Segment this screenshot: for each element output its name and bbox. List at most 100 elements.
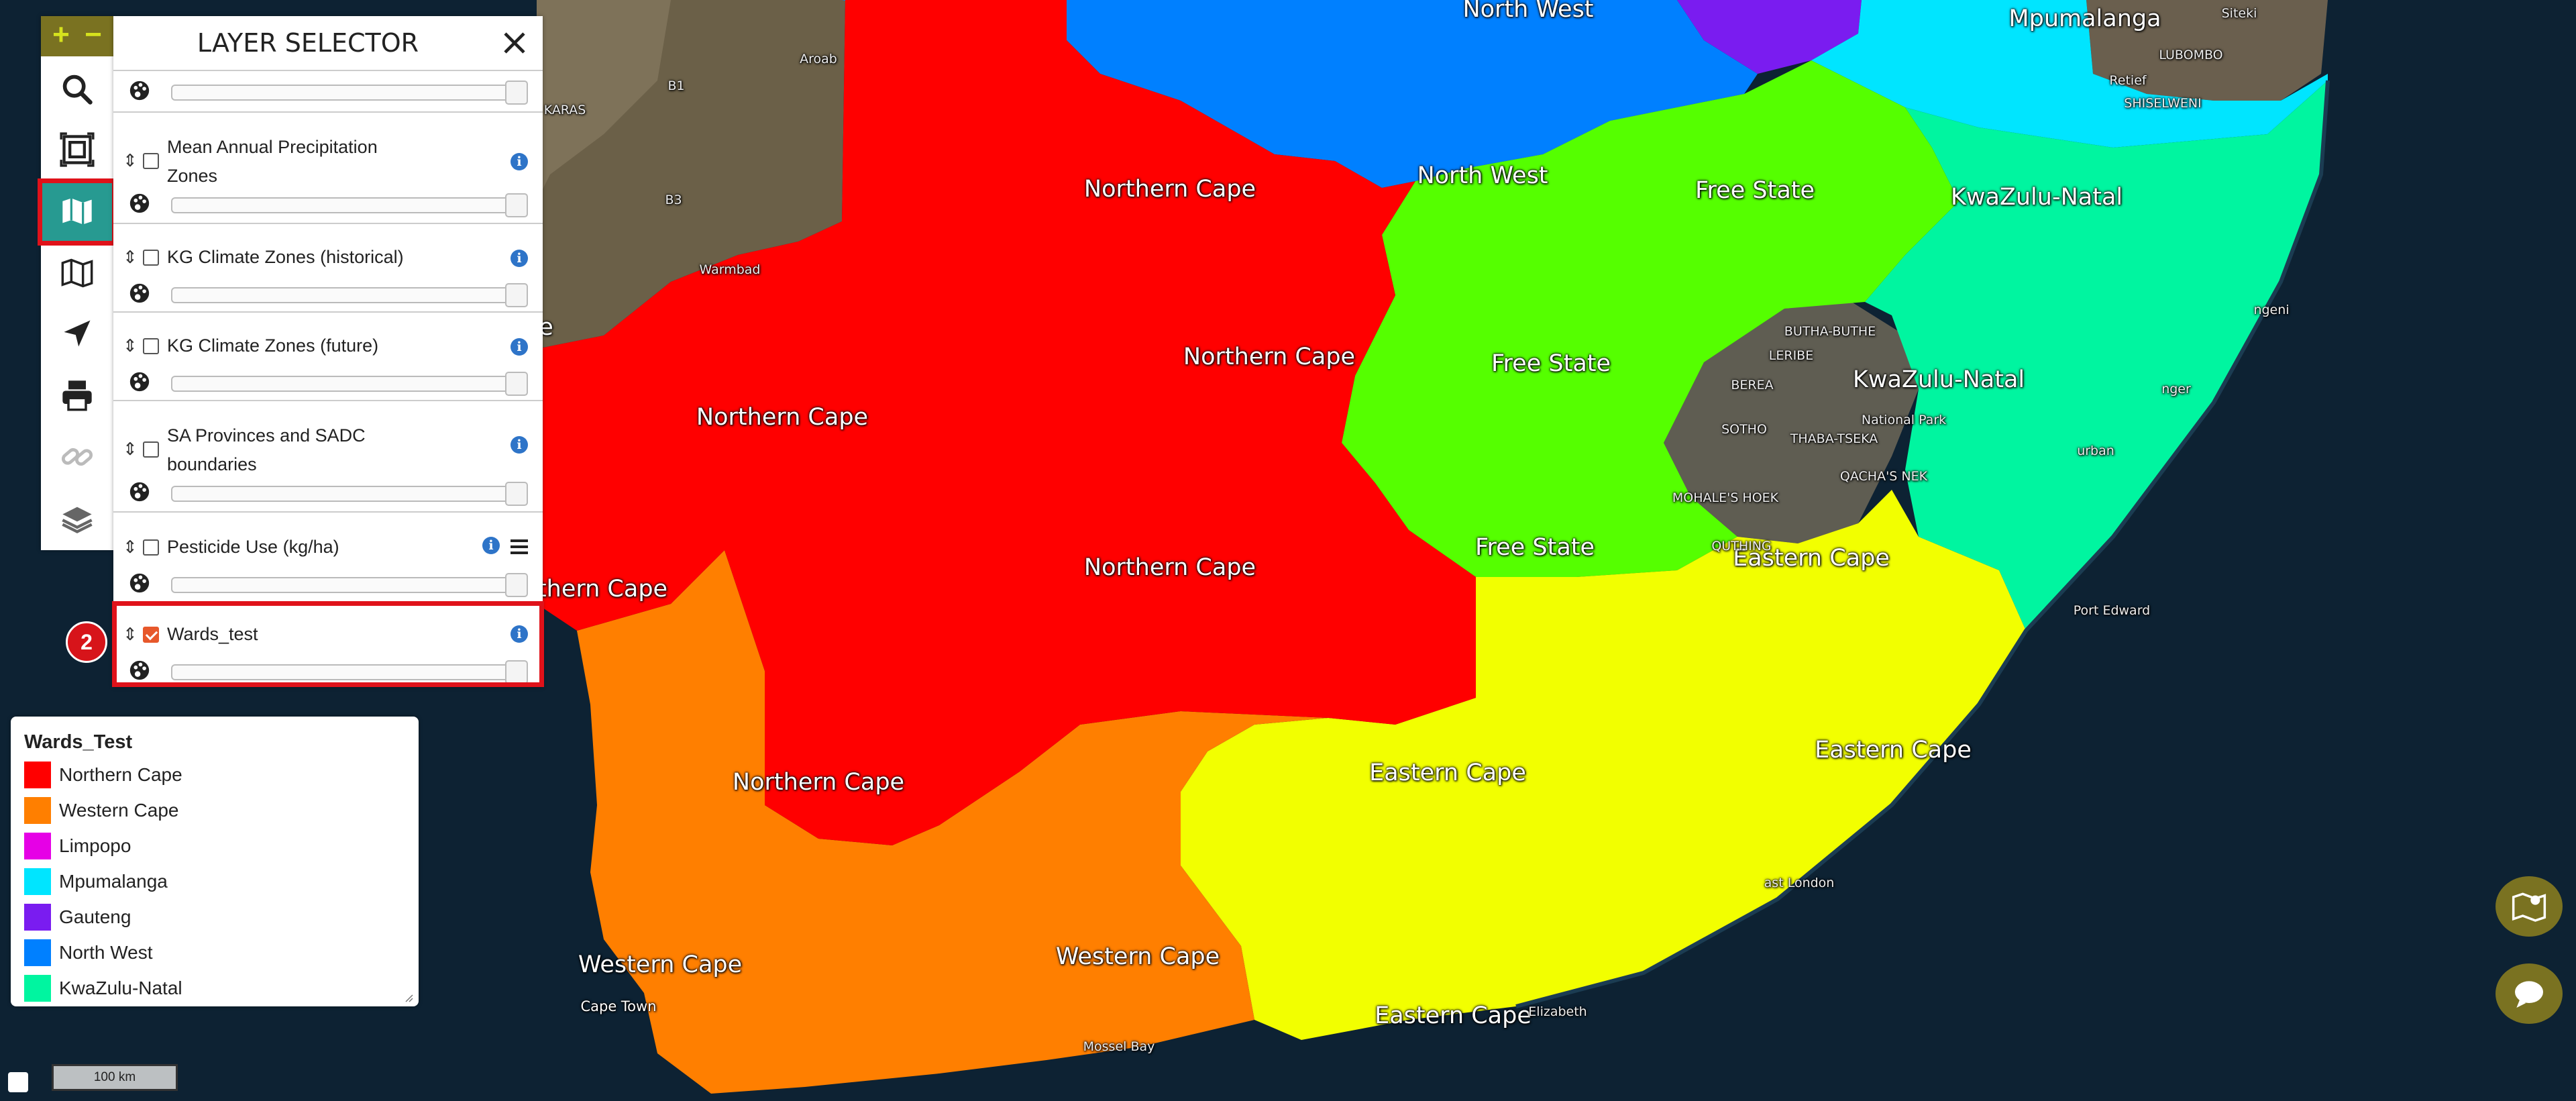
info-icon[interactable]: i: [482, 537, 500, 554]
stack-button[interactable]: [41, 488, 113, 549]
palette-icon[interactable]: [128, 192, 151, 215]
slider-handle[interactable]: [505, 573, 528, 597]
locate-button[interactable]: [41, 303, 113, 364]
map-label: Northern Cape: [1083, 176, 1256, 203]
opacity-slider[interactable]: [171, 660, 528, 684]
map-label: Mpumalanga: [2008, 5, 2161, 32]
map-label: Western Cape: [578, 951, 743, 978]
layer-checkbox[interactable]: [143, 539, 159, 556]
print-button[interactable]: [41, 365, 113, 425]
drag-handle-icon[interactable]: ⇕: [123, 247, 138, 267]
layers-button[interactable]: [41, 181, 113, 242]
palette-icon[interactable]: [128, 370, 151, 393]
layer-checkbox[interactable]: [143, 338, 159, 354]
print-icon: [62, 380, 92, 411]
region-gauteng: [1677, 0, 1862, 74]
drag-handle-icon[interactable]: ⇕: [123, 335, 138, 356]
chat-button[interactable]: [2496, 963, 2563, 1024]
search-button[interactable]: [41, 59, 113, 119]
opacity-slider[interactable]: [171, 573, 528, 597]
legend-label: Limpopo: [59, 835, 131, 856]
layer-row: ⇕ Wards_test i: [113, 602, 543, 687]
legend-swatch: [24, 939, 51, 966]
drag-handle-icon[interactable]: ⇕: [123, 150, 138, 170]
layer-selector-panel: LAYER SELECTOR ⇕ Mean Annual Precipitati…: [113, 16, 543, 687]
place-label: BEREA: [1731, 378, 1774, 392]
map-label: Eastern Cape: [1375, 1002, 1532, 1029]
info-icon[interactable]: i: [511, 625, 528, 643]
opacity-slider[interactable]: [171, 81, 528, 105]
layer-checkbox[interactable]: [143, 250, 159, 266]
scale-bar: 100 km: [52, 1064, 178, 1091]
legend-item: Mpumalanga: [24, 863, 168, 899]
place-label: B1: [667, 78, 685, 93]
slider-handle[interactable]: [505, 81, 528, 105]
opacity-slider[interactable]: [171, 372, 528, 396]
layer-checkbox[interactable]: [143, 153, 159, 169]
zoom-out-button[interactable]: −: [85, 18, 102, 51]
close-icon[interactable]: [496, 24, 533, 62]
zoom-controls: + −: [41, 16, 113, 56]
region-kwazulu-natal: [1865, 81, 2328, 631]
place-label: Port Edward: [2073, 603, 2151, 618]
map-label: Northern Cape: [1183, 344, 1356, 370]
legend-label: Gauteng: [59, 906, 131, 927]
palette-icon[interactable]: [128, 79, 151, 102]
palette-icon[interactable]: [128, 480, 151, 503]
slider-handle[interactable]: [505, 283, 528, 307]
map-icon: [62, 198, 92, 225]
attribution-icon[interactable]: [8, 1072, 28, 1092]
basemap-button[interactable]: [41, 243, 113, 303]
place-label: ast London: [1764, 876, 1835, 890]
slider-handle[interactable]: [505, 193, 528, 217]
layer-checkbox[interactable]: [143, 627, 159, 643]
map-label: KwaZulu-Natal: [1852, 366, 2025, 393]
palette-icon[interactable]: [128, 659, 151, 682]
map-label: Eastern Cape: [1369, 759, 1526, 786]
legend-item: North West: [24, 935, 153, 970]
slider-handle[interactable]: [505, 372, 528, 396]
legend-swatch: [24, 796, 51, 824]
location-arrow-icon: [64, 320, 91, 347]
drag-handle-icon[interactable]: ⇕: [123, 537, 138, 557]
info-icon[interactable]: i: [511, 436, 528, 454]
opacity-slider[interactable]: [171, 193, 528, 217]
share-link-button[interactable]: [41, 427, 113, 487]
opacity-slider[interactable]: [171, 283, 528, 307]
opacity-slider[interactable]: [171, 482, 528, 506]
map-label: thern Cape: [537, 576, 668, 602]
info-icon[interactable]: i: [511, 250, 528, 267]
map-pin-button[interactable]: [2496, 876, 2563, 937]
zoom-in-button[interactable]: +: [52, 18, 70, 51]
slider-handle[interactable]: [505, 482, 528, 506]
drag-handle-icon[interactable]: ⇕: [123, 624, 138, 644]
extent-button[interactable]: [41, 119, 113, 180]
info-icon[interactable]: i: [511, 338, 528, 356]
eswatini-land: [2086, 0, 2328, 101]
legend-label: Western Cape: [59, 799, 179, 821]
chat-icon: [2515, 981, 2543, 1008]
place-label: Elizabeth: [1528, 1004, 1587, 1019]
resize-handle-icon[interactable]: [402, 992, 413, 1002]
map-label: Eastern Cape: [1733, 545, 1890, 572]
legend-swatch: [24, 761, 51, 788]
place-label: BUTHA-BUTHE: [1784, 324, 1876, 339]
place-label: ngeni: [2253, 303, 2290, 317]
place-label: Aroab: [800, 52, 837, 66]
map-label: Free State: [1474, 534, 1595, 561]
highlight-box-layers: [38, 178, 117, 246]
drag-handle-icon[interactable]: ⇕: [123, 439, 138, 459]
layer-checkbox[interactable]: [143, 441, 159, 458]
legend-item: Northern Cape: [24, 757, 182, 792]
place-label: QUTHING: [1711, 539, 1772, 554]
link-icon: [61, 448, 93, 466]
place-label: Cape Town: [580, 998, 657, 1014]
palette-icon[interactable]: [128, 282, 151, 305]
palette-icon[interactable]: [128, 572, 151, 594]
info-icon[interactable]: i: [511, 153, 528, 170]
legend-menu-icon[interactable]: [511, 539, 528, 554]
layer-row-partial: [113, 70, 543, 113]
slider-handle[interactable]: [505, 660, 528, 684]
layer-name: SA Provinces and SADC boundaries: [167, 425, 366, 474]
